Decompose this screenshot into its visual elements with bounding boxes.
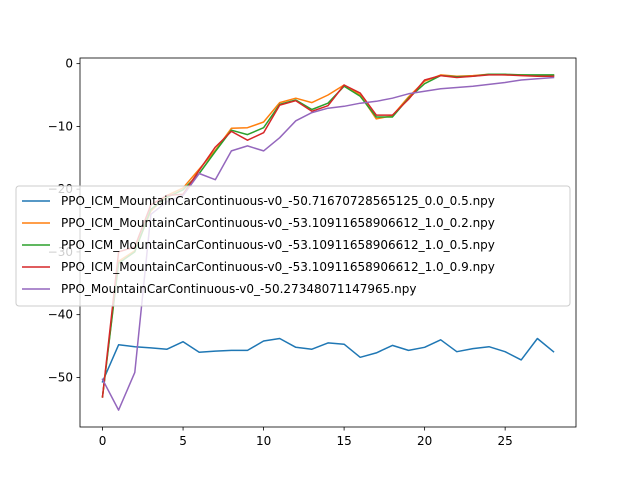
x-tick-label: 15 [336, 434, 351, 448]
y-tick-label: −10 [48, 119, 73, 133]
legend-label-5: PPO_MountainCarContinuous-v0_-50.2734807… [61, 282, 416, 296]
legend: PPO_ICM_MountainCarContinuous-v0_-50.716… [15, 185, 571, 307]
y-tick-label: 0 [65, 57, 73, 71]
x-tick-label: 25 [498, 434, 513, 448]
x-tick-label: 10 [256, 434, 271, 448]
x-tick-label: 0 [99, 434, 107, 448]
y-tick-label: −50 [48, 370, 73, 384]
x-tick-label: 20 [417, 434, 432, 448]
y-tick-label: −40 [48, 308, 73, 322]
legend-box [15, 185, 571, 307]
legend-label-2: PPO_ICM_MountainCarContinuous-v0_-53.109… [61, 216, 495, 230]
x-tick-label: 5 [179, 434, 187, 448]
legend-label-1: PPO_ICM_MountainCarContinuous-v0_-50.716… [61, 194, 495, 208]
series-line-1 [101, 337, 555, 383]
legend-label-3: PPO_ICM_MountainCarContinuous-v0_-53.109… [61, 238, 495, 252]
legend-label-4: PPO_ICM_MountainCarContinuous-v0_-53.109… [61, 260, 495, 274]
